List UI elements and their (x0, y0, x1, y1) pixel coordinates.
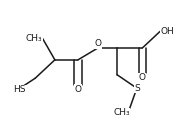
Text: S: S (134, 84, 140, 93)
Text: O: O (94, 39, 101, 48)
Text: CH₃: CH₃ (113, 108, 130, 117)
Text: CH₃: CH₃ (26, 34, 42, 43)
Text: HS: HS (13, 85, 26, 94)
Text: OH: OH (160, 27, 174, 36)
Text: O: O (75, 85, 81, 94)
Text: O: O (139, 73, 146, 82)
